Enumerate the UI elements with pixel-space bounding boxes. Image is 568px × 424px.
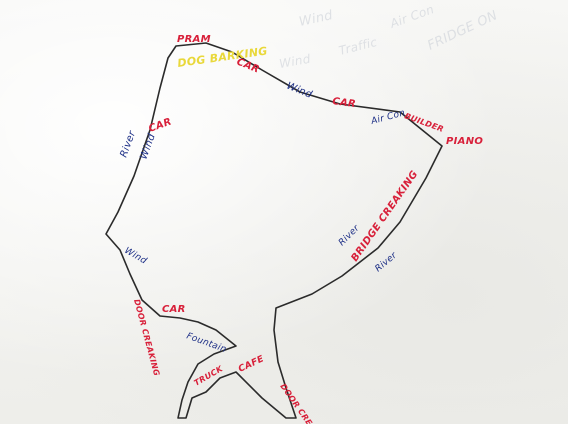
ghost-text: Wind (278, 52, 312, 71)
label-river-lower: River (374, 250, 400, 274)
ghost-text: Air Con (387, 2, 436, 31)
ghost-text: Traffic (337, 35, 378, 58)
label-car-top: CAR (235, 57, 261, 76)
label-wind-top: Wind (285, 81, 314, 101)
label-car-top-right: CAR (332, 96, 357, 110)
label-truck: TRUCK (193, 364, 225, 388)
ghost-text: Wind (298, 8, 335, 30)
label-cafe: CAFE (237, 354, 266, 375)
ghost-text: FRIDGE ON (425, 8, 500, 53)
label-wind-left: Wind (138, 132, 158, 161)
label-pram: PRAM (177, 34, 211, 45)
ghost-writing: Wind Traffic Wind Air Con FRIDGE ON (278, 2, 500, 71)
route-outline (105, 42, 443, 419)
label-bridge-creaking: BRIDGE CREAKING (349, 169, 420, 264)
label-car-left: CAR (147, 116, 173, 134)
label-river-left: River (118, 129, 138, 159)
label-car-lower: CAR (162, 304, 186, 315)
label-piano: PIANO (446, 136, 483, 147)
map-labels: PRAM DOG BARKING CAR Wind CAR Air Con BU… (118, 34, 483, 424)
label-door-creaking: DOOR CREAKING (132, 298, 161, 377)
